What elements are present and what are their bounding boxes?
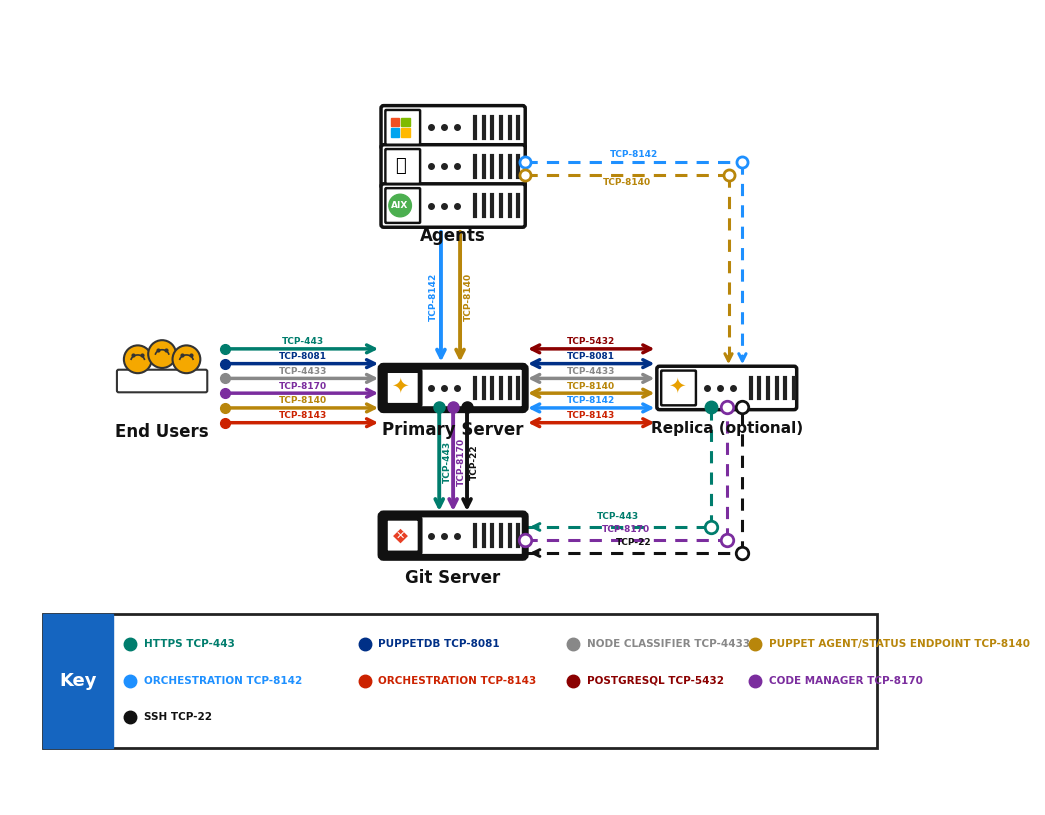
Text: TCP-8081: TCP-8081 [567,352,616,361]
Text: NODE CLASSIFIER TCP-4433: NODE CLASSIFIER TCP-4433 [587,639,750,650]
FancyBboxPatch shape [657,366,796,410]
Text: AIX: AIX [392,201,409,210]
Text: Primary Server: Primary Server [382,421,524,439]
Text: TCP-8140: TCP-8140 [567,381,616,390]
FancyBboxPatch shape [43,614,877,748]
FancyBboxPatch shape [381,366,526,410]
Text: TCP-4433: TCP-4433 [279,367,327,376]
Text: TCP-4433: TCP-4433 [567,367,616,376]
Text: TCP-443: TCP-443 [282,337,324,346]
Bar [391,118,399,126]
Text: POSTGRESQL TCP-5432: POSTGRESQL TCP-5432 [587,676,724,685]
Text: HTTPS TCP-443: HTTPS TCP-443 [144,639,235,650]
FancyBboxPatch shape [386,149,420,184]
Circle shape [124,346,152,373]
Text: TCP-8140: TCP-8140 [279,396,327,406]
FancyBboxPatch shape [661,371,696,405]
Text: ✕: ✕ [395,531,404,540]
Text: TCP-8143: TCP-8143 [567,412,616,421]
Text: TCP-8170: TCP-8170 [457,438,465,486]
Bar [401,118,410,126]
Bar [391,128,399,137]
Text: End Users: End Users [115,423,209,441]
Text: TCP-443: TCP-443 [597,512,640,521]
Text: CODE MANAGER TCP-8170: CODE MANAGER TCP-8170 [769,676,923,685]
Text: TCP-8170: TCP-8170 [602,525,650,534]
Text: PUPPETDB TCP-8081: PUPPETDB TCP-8081 [378,639,501,650]
Text: TCP-8142: TCP-8142 [428,272,438,321]
FancyBboxPatch shape [381,514,526,557]
Text: ✦: ✦ [392,377,409,397]
Text: TCP-22: TCP-22 [616,538,652,547]
Text: ORCHESTRATION TCP-8143: ORCHESTRATION TCP-8143 [378,676,537,685]
Text: TCP-8170: TCP-8170 [279,381,327,390]
Text: TCP-22: TCP-22 [470,444,480,479]
Bar [43,614,113,748]
Circle shape [172,346,201,373]
Text: SSH TCP-22: SSH TCP-22 [144,712,212,722]
Text: TCP-443: TCP-443 [442,441,451,482]
Text: ◆: ◆ [393,526,408,545]
FancyBboxPatch shape [386,110,420,145]
Text: TCP-8143: TCP-8143 [279,412,327,421]
Text: TCP-5432: TCP-5432 [567,337,616,346]
FancyBboxPatch shape [386,518,420,553]
FancyBboxPatch shape [386,371,420,405]
FancyBboxPatch shape [117,370,207,392]
Text: ORCHESTRATION TCP-8142: ORCHESTRATION TCP-8142 [144,676,302,685]
FancyBboxPatch shape [381,145,526,188]
FancyBboxPatch shape [381,184,526,227]
Text: TCP-8140: TCP-8140 [463,273,472,321]
Text: TCP-8140: TCP-8140 [603,178,651,187]
Bar [401,128,410,137]
Text: Agents: Agents [420,227,486,245]
Circle shape [148,340,176,368]
Text: 🐧: 🐧 [395,157,405,175]
FancyBboxPatch shape [381,106,526,149]
Text: Replica (optional): Replica (optional) [651,421,803,436]
Text: Key: Key [60,672,96,690]
Text: TCP-8142: TCP-8142 [567,396,616,406]
Circle shape [389,194,412,217]
FancyBboxPatch shape [386,188,420,222]
Text: TCP-8081: TCP-8081 [279,352,327,361]
Text: Git Server: Git Server [405,569,501,587]
Text: ✦: ✦ [668,377,686,397]
Text: PUPPET AGENT/STATUS ENDPOINT TCP-8140: PUPPET AGENT/STATUS ENDPOINT TCP-8140 [769,639,1030,650]
Text: TCP-8142: TCP-8142 [609,150,658,159]
